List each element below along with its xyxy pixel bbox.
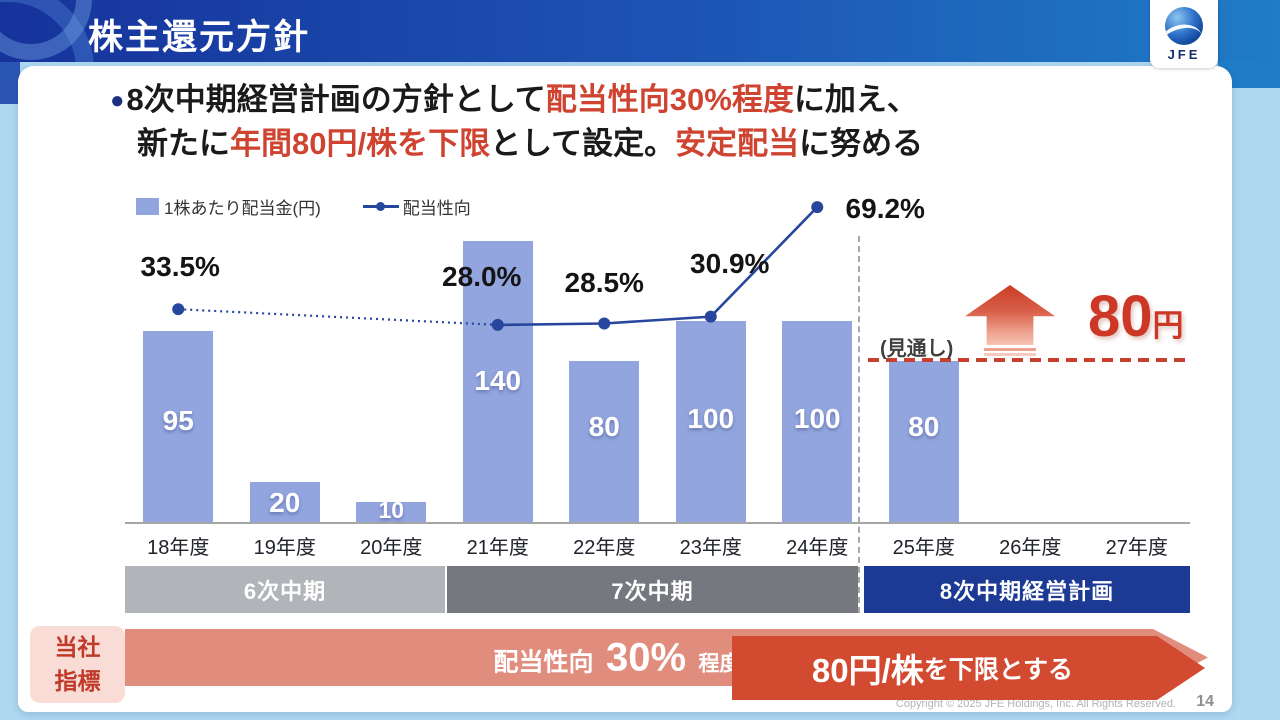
up-arrow-stripe-icon bbox=[984, 348, 1036, 351]
company-metric-box: 当社 指標 bbox=[30, 626, 125, 703]
payout-suffix: 程度 bbox=[698, 652, 741, 675]
bar-value-label: 20 bbox=[269, 487, 301, 518]
jfe-globe-icon bbox=[1165, 7, 1203, 45]
content-card: ●8次中期経営計画の方針として配当性向30%程度に加え、 新たに年間80円/株を下… bbox=[18, 66, 1232, 712]
dividend-bar bbox=[249, 482, 320, 522]
period-band: 8次中期経営計画 bbox=[864, 566, 1190, 613]
payout-ratio-label: 28.0% bbox=[442, 260, 522, 292]
x-axis-label: 21年度 bbox=[466, 537, 529, 559]
x-axis-label: 19年度 bbox=[253, 537, 316, 559]
up-arrow-stripe-icon bbox=[984, 353, 1036, 356]
key-message-text: に加え、 bbox=[793, 82, 918, 117]
bar-value-label: 80 bbox=[908, 411, 940, 442]
dividend-floor-rest: を下限とする bbox=[923, 656, 1074, 684]
bar-value-label: 100 bbox=[687, 403, 735, 434]
dividend-bar bbox=[888, 361, 959, 522]
x-axis-label: 18年度 bbox=[147, 537, 210, 559]
forecast-divider-line bbox=[858, 236, 860, 613]
floor-dashed-line bbox=[868, 358, 1192, 362]
x-axis-label: 24年度 bbox=[786, 537, 849, 559]
bullet-icon: ● bbox=[110, 87, 125, 114]
key-message: ●8次中期経営計画の方針として配当性向30%程度に加え、 新たに年間80円/株を下… bbox=[110, 78, 923, 165]
period-band: 7次中期 bbox=[447, 566, 858, 613]
bar-legend-label: 1株あたり配当金(円) bbox=[164, 199, 321, 218]
key-message-emphasis: 安定配当 bbox=[675, 126, 800, 161]
key-message-line: 新たに年間80円/株を下限として設定。安定配当に努める bbox=[137, 122, 923, 165]
company-metric-line2: 指標 bbox=[54, 667, 101, 694]
dividend-floor-strong: 80円/株 bbox=[811, 652, 924, 689]
forecast-label: (見通し) bbox=[880, 338, 954, 360]
dividend-bar bbox=[143, 331, 214, 522]
jfe-logo: JFE bbox=[1150, 0, 1218, 68]
jfe-logo-text: JFE bbox=[1167, 47, 1201, 62]
x-axis-label: 22年度 bbox=[573, 537, 636, 559]
header-corner-decor bbox=[0, 62, 20, 104]
header-bar: 株主還元方針 bbox=[0, 0, 1280, 62]
x-axis-label: 23年度 bbox=[679, 537, 742, 559]
bar-value-label: 80 bbox=[588, 411, 620, 442]
key-message-emphasis: 年間80円/株を下限 bbox=[230, 126, 491, 161]
page-title: 株主還元方針 bbox=[88, 18, 311, 57]
bar-value-label: 95 bbox=[162, 405, 194, 436]
x-axis-label: 25年度 bbox=[892, 537, 955, 559]
key-message-text: 8次中期経営計画の方針として bbox=[126, 82, 546, 117]
payout-ratio-text: 配当性向 30% 程度 bbox=[125, 635, 1109, 680]
x-axis-label: 20年度 bbox=[360, 537, 423, 559]
line-legend-marker-icon bbox=[362, 202, 399, 211]
key-message-text: 新たに bbox=[137, 126, 230, 161]
dividend-bar bbox=[569, 361, 640, 522]
payout-ratio-label: 28.5% bbox=[564, 267, 644, 299]
payout-value: 30% bbox=[605, 635, 687, 679]
key-message-emphasis: 配当性向30%程度 bbox=[545, 82, 794, 117]
key-message-line: ●8次中期経営計画の方針として配当性向30%程度に加え、 bbox=[110, 78, 923, 122]
dividend-bar bbox=[356, 502, 427, 522]
key-message-text: として設定。 bbox=[490, 126, 676, 161]
company-metric-line1: 当社 bbox=[54, 634, 101, 661]
key-message-text: に努める bbox=[799, 126, 924, 161]
dividend-chart: 95 18年度 20 19年度 10 20年度 140 21年度 80 22年度 100 23年度 10… bbox=[18, 66, 1232, 712]
floor-callout-value: 80 bbox=[1088, 284, 1153, 349]
dividend-bar bbox=[782, 321, 853, 522]
copyright-text: Copyright © 2025 JFE Holdings, Inc. All … bbox=[895, 698, 1176, 710]
bar-legend-swatch-icon bbox=[136, 198, 159, 215]
payout-ratio-label: 69.2% bbox=[845, 193, 925, 225]
dividend-floor-arrow: 80円/株 を下限とする bbox=[732, 636, 1205, 700]
payout-prefix: 配当性向 bbox=[493, 648, 594, 676]
bar-value-label: 10 bbox=[378, 497, 405, 523]
x-axis-line bbox=[125, 522, 1190, 524]
x-axis-label: 26年度 bbox=[999, 537, 1062, 559]
payout-ratio-label: 30.9% bbox=[690, 247, 770, 279]
line-legend-label: 配当性向 bbox=[402, 199, 471, 218]
page-number: 14 bbox=[1196, 693, 1214, 710]
dividend-bar bbox=[675, 321, 746, 522]
bar-value-label: 100 bbox=[793, 403, 841, 434]
chart-legend: 1株あたり配当金(円) 配当性向 bbox=[136, 194, 471, 219]
x-axis-label: 27年度 bbox=[1105, 537, 1168, 559]
period-band: 6次中期 bbox=[125, 566, 445, 613]
payout-ratio-label: 33.5% bbox=[140, 251, 220, 283]
floor-callout: 80 円 bbox=[1088, 288, 1184, 346]
floor-callout-unit: 円 bbox=[1152, 308, 1184, 343]
bar-value-label: 140 bbox=[474, 365, 522, 396]
